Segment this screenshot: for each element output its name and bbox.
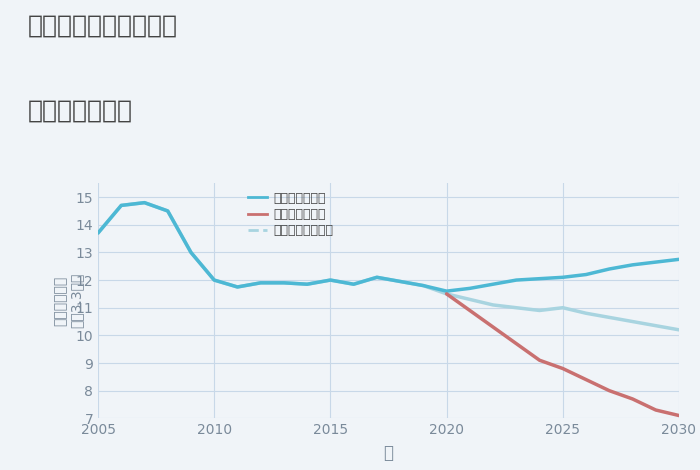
バッドシナリオ [559,366,567,371]
グッドシナリオ [652,259,660,265]
バッドシナリオ [675,413,683,418]
グッドシナリオ [372,274,381,280]
グッドシナリオ [140,200,148,205]
Line: ノーマルシナリオ: ノーマルシナリオ [98,203,679,330]
ノーマルシナリオ [233,284,242,290]
グッドシナリオ [605,266,613,272]
Line: バッドシナリオ: バッドシナリオ [447,294,679,415]
グッドシナリオ [210,277,218,283]
ノーマルシナリオ [559,305,567,311]
ノーマルシナリオ [512,305,521,311]
グッドシナリオ [233,284,242,290]
グッドシナリオ [442,288,451,294]
ノーマルシナリオ [256,280,265,286]
グッドシナリオ [303,282,312,287]
Line: グッドシナリオ: グッドシナリオ [98,203,679,291]
グッドシナリオ [489,282,497,287]
ノーマルシナリオ [419,283,428,289]
ノーマルシナリオ [442,291,451,297]
ノーマルシナリオ [280,280,288,286]
グッドシナリオ [280,280,288,286]
ノーマルシナリオ [396,279,405,284]
グッドシナリオ [187,250,195,255]
グッドシナリオ [94,230,102,236]
バッドシナリオ [489,324,497,330]
ノーマルシナリオ [536,308,544,313]
グッドシナリオ [466,286,474,291]
グッドシナリオ [629,262,637,268]
ノーマルシナリオ [303,282,312,287]
バッドシナリオ [536,357,544,363]
バッドシナリオ [605,388,613,393]
ノーマルシナリオ [210,277,218,283]
グッドシナリオ [419,283,428,289]
バッドシナリオ [466,308,474,313]
バッドシナリオ [442,291,451,297]
グッドシナリオ [164,208,172,214]
ノーマルシナリオ [326,277,335,283]
Text: 土地の価格推移: 土地の価格推移 [28,99,133,123]
バッドシナリオ [582,377,590,383]
Text: 岐阜県関市津保川台の: 岐阜県関市津保川台の [28,14,178,38]
グッドシナリオ [349,282,358,287]
X-axis label: 年: 年 [384,444,393,462]
ノーマルシナリオ [652,323,660,329]
バッドシナリオ [652,407,660,413]
ノーマルシナリオ [117,203,125,208]
ノーマルシナリオ [94,230,102,236]
ノーマルシナリオ [466,297,474,302]
ノーマルシナリオ [605,314,613,320]
グッドシナリオ [117,203,125,208]
グッドシナリオ [675,257,683,262]
グッドシナリオ [256,280,265,286]
グッドシナリオ [536,276,544,282]
ノーマルシナリオ [582,310,590,316]
グッドシナリオ [512,277,521,283]
ノーマルシナリオ [629,319,637,324]
バッドシナリオ [629,396,637,402]
ノーマルシナリオ [164,208,172,214]
Y-axis label: 単価（万円）
坪（3.3㎡）: 単価（万円） 坪（3.3㎡） [53,273,83,329]
ノーマルシナリオ [675,327,683,333]
Legend: グッドシナリオ, バッドシナリオ, ノーマルシナリオ: グッドシナリオ, バッドシナリオ, ノーマルシナリオ [246,189,336,240]
ノーマルシナリオ [140,200,148,205]
ノーマルシナリオ [372,274,381,280]
ノーマルシナリオ [349,282,358,287]
グッドシナリオ [582,272,590,277]
グッドシナリオ [396,279,405,284]
ノーマルシナリオ [489,302,497,308]
グッドシナリオ [559,274,567,280]
ノーマルシナリオ [187,250,195,255]
バッドシナリオ [512,341,521,346]
グッドシナリオ [326,277,335,283]
